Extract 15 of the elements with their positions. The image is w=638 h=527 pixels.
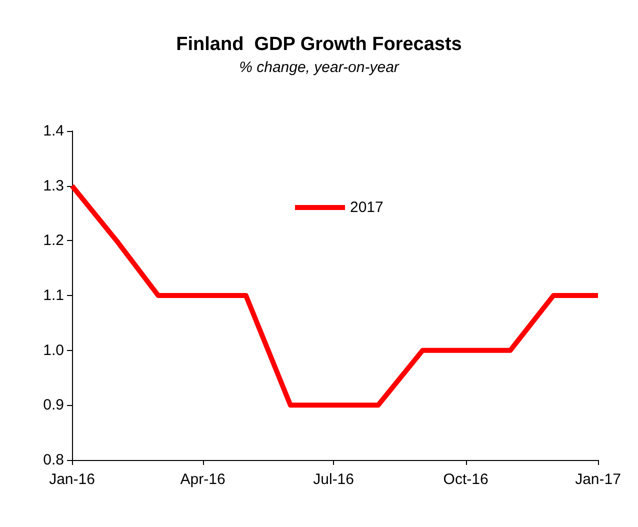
y-tick-label: 1.1 xyxy=(43,287,64,304)
chart-subtitle: % change, year-on-year xyxy=(239,59,400,76)
y-tick-label: 1.0 xyxy=(43,342,64,359)
y-tick-label: 0.9 xyxy=(43,396,64,414)
y-tick-label: 1.2 xyxy=(43,232,64,250)
y-tick-label: 1.4 xyxy=(43,122,64,140)
x-tick-label: Jan-16 xyxy=(49,471,95,488)
legend-label: 2017 xyxy=(350,199,384,216)
chart-title: Finland GDP Growth Forecasts xyxy=(176,34,462,55)
x-tick-label: Jan-17 xyxy=(575,471,621,488)
y-tick-label: 0.8 xyxy=(43,452,64,468)
x-tick-label: Apr-16 xyxy=(180,471,226,488)
y-tick-label: 1.3 xyxy=(43,177,64,194)
x-tick-label: Jul-16 xyxy=(313,471,354,488)
x-tick-label: Oct-16 xyxy=(443,471,488,488)
